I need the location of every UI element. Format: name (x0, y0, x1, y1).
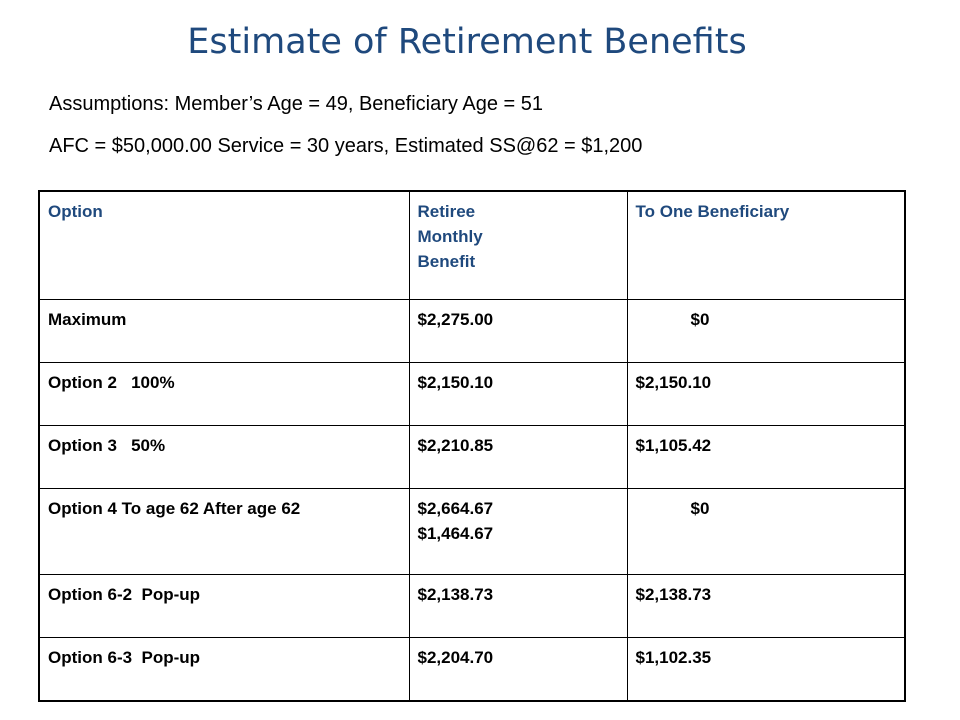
table-row: Option 2 100% $2,150.10 $2,150.10 (38, 362, 906, 426)
cell-option: Option 4 To age 62 After age 62 (38, 488, 410, 575)
header-to-one-beneficiary: To One Beneficiary (626, 190, 906, 300)
cell-retiree: $2,275.00 (408, 299, 628, 363)
assumptions-line-2: AFC = $50,000.00 Service = 30 years, Est… (49, 135, 643, 157)
cell-retiree: $2,210.85 (408, 425, 628, 489)
table-row: Option 6-2 Pop-up $2,138.73 $2,138.73 (38, 574, 906, 638)
page-title: Estimate of Retirement Benefits (187, 22, 747, 62)
cell-option: Option 6-2 Pop-up (38, 574, 410, 638)
header-retiree-text: Retiree Monthly Benefit (417, 202, 483, 271)
cell-option: Option 3 50% (38, 425, 410, 489)
cell-retiree: $2,138.73 (408, 574, 628, 638)
cell-option: Maximum (38, 299, 410, 363)
benefits-table: Option Retiree Monthly Benefit To One Be… (38, 190, 906, 702)
cell-beneficiary: $2,150.10 (626, 362, 906, 426)
header-retiree-monthly-benefit: Retiree Monthly Benefit (408, 190, 628, 300)
cell-retiree: $2,204.70 (408, 637, 628, 702)
cell-retiree-line-2: $1,464.67 (417, 524, 494, 543)
cell-beneficiary: $2,138.73 (626, 574, 906, 638)
cell-beneficiary: $0 (626, 299, 906, 363)
table-row: Maximum $2,275.00 $0 (38, 299, 906, 363)
assumptions-line-1: Assumptions: Member’s Age = 49, Benefici… (49, 93, 543, 115)
cell-beneficiary: $1,102.35 (626, 637, 906, 702)
table-row: Option 4 To age 62 After age 62 $2,664.6… (38, 488, 906, 575)
table-row: Option 3 50% $2,210.85 $1,105.42 (38, 425, 906, 489)
header-option: Option (38, 190, 410, 300)
cell-option: Option 2 100% (38, 362, 410, 426)
cell-retiree: $2,150.10 (408, 362, 628, 426)
table-header-row: Option Retiree Monthly Benefit To One Be… (38, 190, 906, 300)
cell-retiree: $2,664.67 $1,464.67 (408, 488, 628, 575)
cell-beneficiary: $1,105.42 (626, 425, 906, 489)
table-row: Option 6-3 Pop-up $2,204.70 $1,102.35 (38, 637, 906, 702)
cell-retiree-line-1: $2,664.67 (417, 499, 494, 518)
cell-option: Option 6-3 Pop-up (38, 637, 410, 702)
cell-beneficiary: $0 (626, 488, 906, 575)
